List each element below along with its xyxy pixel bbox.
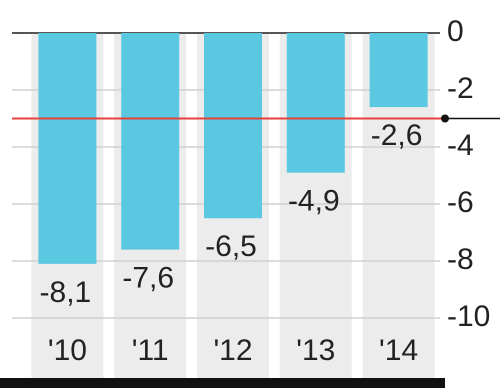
bar (121, 33, 180, 250)
value-label: -4,9 (288, 185, 340, 218)
reference-dot (441, 114, 449, 123)
y-tick-label: -4 (447, 129, 474, 162)
bar (204, 33, 262, 219)
x-tick-label: '13 (296, 334, 335, 367)
x-tick-label: '14 (379, 334, 418, 367)
y-tick-label: -2 (447, 72, 474, 105)
y-tick-label: -10 (447, 300, 490, 333)
x-tick-label: '11 (132, 334, 169, 367)
bar (286, 33, 345, 173)
y-tick-label: -6 (447, 186, 474, 219)
x-tick-label: '12 (213, 334, 252, 367)
bottom-bar (0, 378, 445, 388)
x-tick-label: '10 (48, 334, 87, 367)
value-label: -2,6 (371, 119, 423, 152)
y-tick-label: -8 (447, 243, 474, 276)
value-label: -7,6 (122, 262, 174, 295)
y-tick-label: 0 (447, 15, 464, 48)
bar (38, 33, 97, 264)
bar (369, 33, 428, 108)
value-label: -8,1 (40, 276, 92, 309)
value-label: -6,5 (205, 230, 257, 263)
